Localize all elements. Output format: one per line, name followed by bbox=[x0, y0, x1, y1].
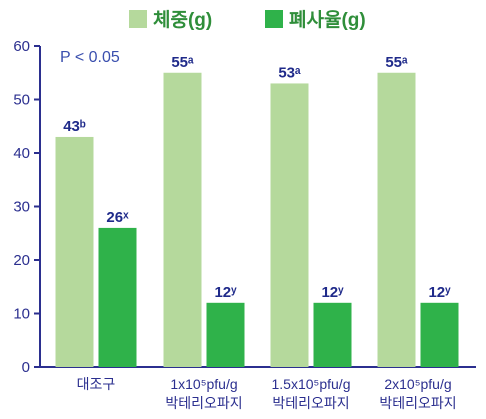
data-label-body-weight: 55ᵃ bbox=[171, 54, 194, 71]
bar-mortality bbox=[206, 302, 245, 367]
category-label: 1x10⁵pfu/g bbox=[170, 376, 237, 392]
category-label: 박테리오파지 bbox=[165, 395, 242, 411]
significance-annotation: P < 0.05 bbox=[60, 49, 120, 66]
data-label-mortality: 12ʸ bbox=[428, 284, 451, 301]
legend-label: 체중(g) bbox=[153, 9, 212, 31]
category-label: 박테리오파지 bbox=[272, 395, 349, 411]
data-label-body-weight: 55ᵃ bbox=[385, 54, 408, 71]
y-tick-label: 60 bbox=[13, 38, 30, 55]
bar-mortality bbox=[313, 302, 352, 367]
y-tick-label: 0 bbox=[22, 359, 30, 376]
category-label: 대조구 bbox=[77, 376, 116, 392]
y-tick-label: 20 bbox=[13, 252, 30, 269]
category-label: 박테리오파지 bbox=[379, 395, 456, 411]
data-label-body-weight: 43ᵇ bbox=[63, 118, 86, 135]
data-label-body-weight: 53ᵃ bbox=[278, 64, 301, 81]
bar-body-weight bbox=[163, 72, 202, 367]
bar-body-weight bbox=[377, 72, 416, 367]
legend-swatch bbox=[265, 10, 283, 28]
category-label: 2x10⁵pfu/g bbox=[384, 376, 451, 392]
data-label-mortality: 26ˣ bbox=[106, 209, 129, 226]
legend-swatch bbox=[129, 10, 147, 28]
y-tick-label: 50 bbox=[13, 92, 30, 109]
y-tick-label: 30 bbox=[13, 199, 30, 216]
bar-body-weight bbox=[55, 136, 94, 367]
y-tick-label: 40 bbox=[13, 145, 30, 162]
data-label-mortality: 12ʸ bbox=[321, 284, 344, 301]
y-tick-label: 10 bbox=[13, 306, 30, 323]
data-label-mortality: 12ʸ bbox=[214, 284, 237, 301]
category-label: 1.5x10⁵pfu/g bbox=[272, 376, 351, 392]
legend: 체중(g) 폐사율(g) bbox=[129, 9, 366, 31]
category-labels: 대조구 1x10⁵pfu/g 박테리오파지 1.5x10⁵pfu/g 박테리오파지 2x1… bbox=[77, 376, 457, 411]
bars bbox=[55, 72, 459, 367]
bar-body-weight bbox=[270, 83, 309, 367]
bar-mortality bbox=[420, 302, 459, 367]
bar-mortality bbox=[98, 227, 137, 367]
data-labels: 43ᵇ 26ˣ 55ᵃ 12ʸ 53ᵃ 12ʸ 55ᵃ 12ʸ bbox=[63, 54, 451, 301]
legend-label: 폐사율(g) bbox=[289, 9, 366, 31]
